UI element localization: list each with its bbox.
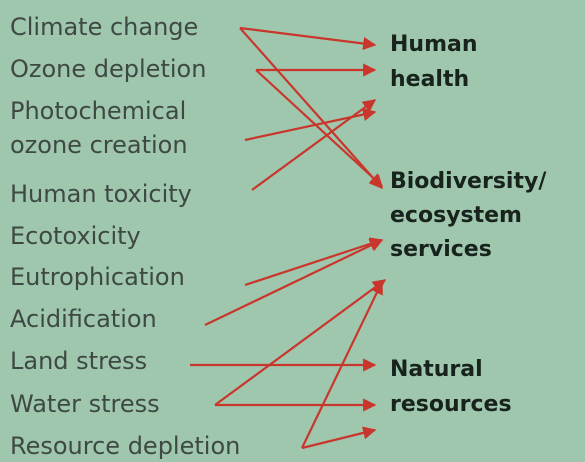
impact-label: Eutrophication — [10, 263, 185, 291]
endpoint-label: Natural — [390, 357, 483, 382]
impact-label: Human toxicity — [10, 180, 192, 208]
arrow — [239, 27, 383, 189]
arrow — [301, 426, 377, 450]
arrow — [239, 26, 377, 51]
endpoint-label: ecosystem — [390, 203, 522, 228]
impact-label: Acidification — [10, 305, 157, 333]
endpoint-label: services — [390, 237, 492, 262]
arrow — [204, 239, 384, 326]
impact-label: Photochemical — [10, 97, 186, 125]
impact-label: Resource depletion — [10, 432, 240, 460]
endpoint-label: Human — [390, 32, 478, 57]
arrow — [244, 237, 384, 287]
arrows — [190, 26, 387, 450]
arrow — [255, 69, 383, 187]
impact-label: Land stress — [10, 347, 147, 375]
endpoint-label: health — [390, 67, 469, 92]
arrow — [214, 279, 387, 406]
impact-label: Ozone depletion — [10, 55, 206, 83]
impact-label: ozone creation — [10, 131, 188, 159]
impact-label: Ecotoxicity — [10, 222, 141, 250]
impact-label: Climate change — [10, 13, 198, 41]
arrow — [251, 99, 377, 191]
endpoint-label: resources — [390, 392, 512, 417]
endpoint-label: Biodiversity/ — [390, 169, 547, 194]
arrow — [301, 280, 383, 449]
arrow — [244, 108, 377, 142]
impact-label: Water stress — [10, 390, 160, 418]
